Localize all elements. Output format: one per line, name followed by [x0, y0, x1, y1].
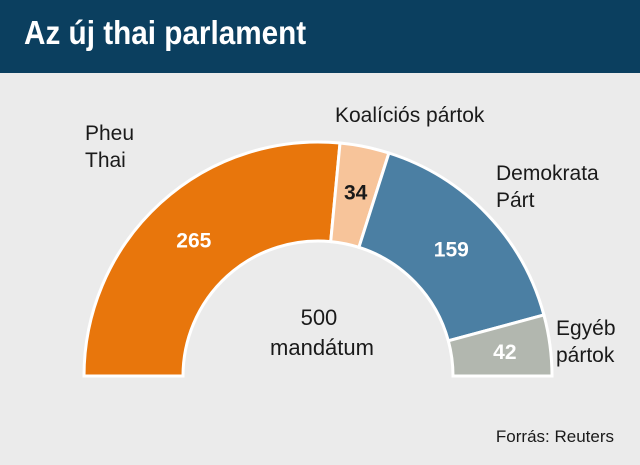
segment-4: [446, 313, 554, 378]
value-label-2: 34: [344, 181, 368, 204]
chart-title: Az új thai parlament: [24, 14, 307, 51]
segment-1: [82, 140, 342, 378]
label-pheu-thai: Pheu Thai: [85, 122, 140, 172]
title-bar: Az új thai parlament: [0, 0, 640, 73]
value-label-3: 159: [434, 238, 469, 261]
label-koalicios-partok: Koalíciós pártok: [335, 104, 485, 127]
segment-3: [357, 151, 546, 343]
label-demokrata-part: Demokrata Párt: [496, 162, 605, 212]
value-label-4: 42: [493, 341, 516, 364]
label-egyeb-partok: Egyéb pártok: [556, 317, 621, 367]
seat-segments: [82, 140, 554, 378]
center-label: 500 mandátum: [270, 305, 374, 360]
value-label-1: 265: [176, 230, 211, 253]
seat-values: 265 34 159 42: [176, 181, 516, 364]
source-note: Forrás: Reuters: [495, 427, 614, 446]
